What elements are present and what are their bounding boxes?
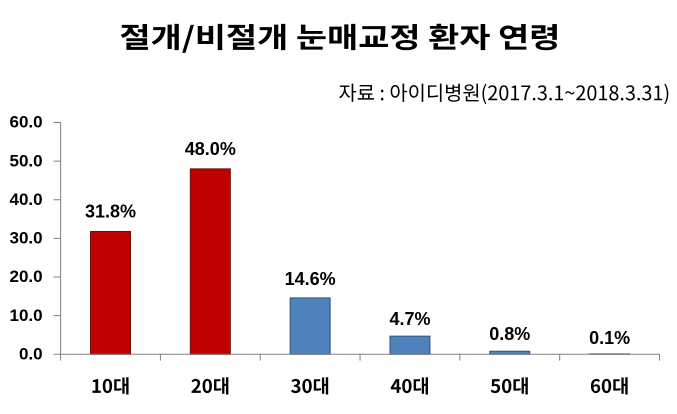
svg-text:0.0: 0.0	[19, 345, 43, 364]
svg-text:48.0%: 48.0%	[185, 139, 236, 159]
svg-text:40.0: 40.0	[10, 190, 43, 209]
svg-text:14.6%: 14.6%	[285, 269, 336, 289]
svg-text:20.0: 20.0	[10, 267, 43, 286]
svg-text:30.0: 30.0	[10, 229, 43, 248]
svg-text:4.7%: 4.7%	[389, 309, 430, 329]
svg-text:31.8%: 31.8%	[85, 202, 136, 222]
svg-text:0.8%: 0.8%	[489, 324, 530, 344]
svg-text:50.0: 50.0	[10, 151, 43, 170]
svg-text:0.1%: 0.1%	[589, 328, 630, 348]
svg-text:60.0: 60.0	[10, 113, 43, 132]
svg-text:10.0: 10.0	[10, 306, 43, 325]
